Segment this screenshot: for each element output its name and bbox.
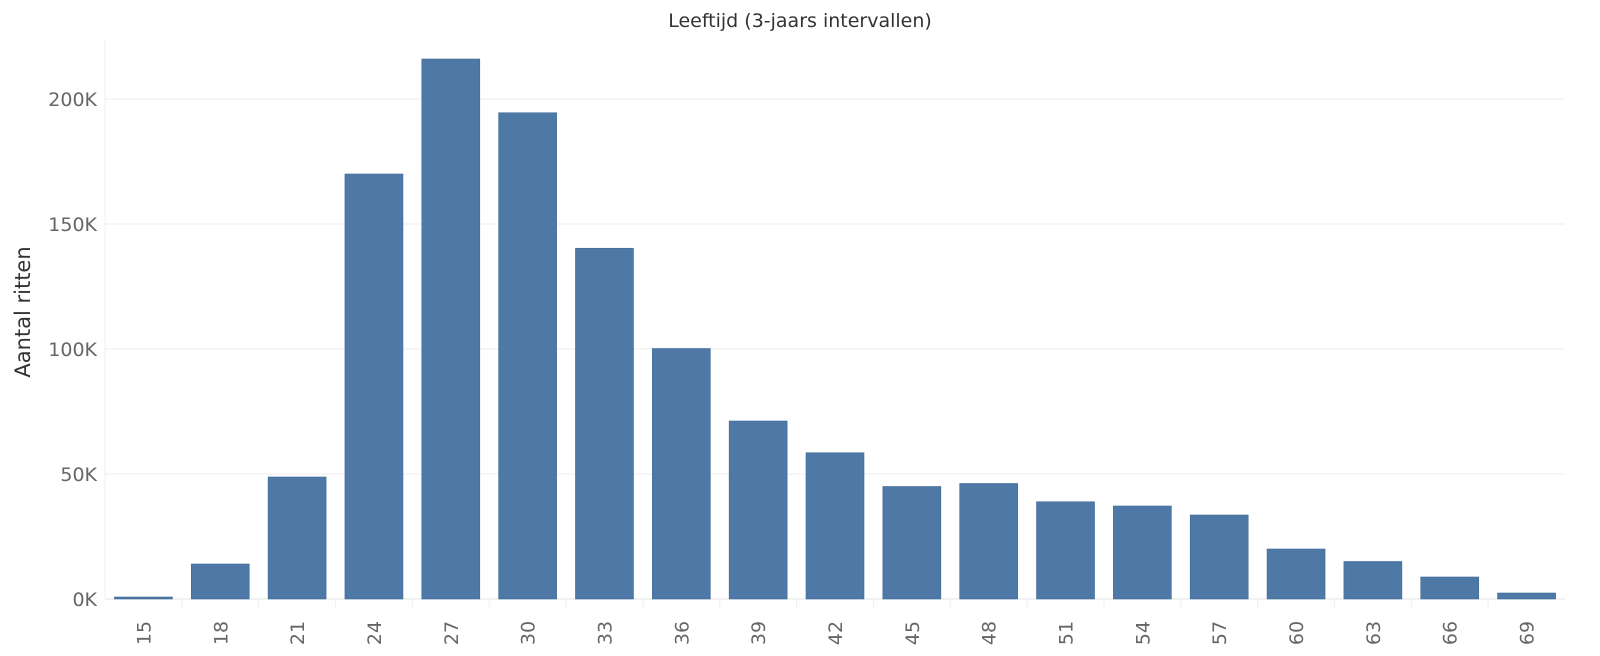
x-tick-label: 18 — [210, 621, 232, 645]
x-tick-label: 69 — [1517, 621, 1539, 645]
x-tick-label: 66 — [1440, 621, 1462, 645]
x-tick-label: 30 — [518, 621, 540, 645]
x-tick-label: 42 — [825, 621, 847, 645]
bar-27[interactable] — [421, 58, 481, 600]
bar-21[interactable] — [267, 476, 327, 600]
x-tick-label: 45 — [902, 621, 924, 645]
bar-24[interactable] — [344, 173, 404, 600]
x-tick-label: 60 — [1286, 621, 1308, 645]
bar-63[interactable] — [1343, 561, 1403, 600]
bar-30[interactable] — [498, 112, 557, 600]
bar-15[interactable] — [114, 596, 173, 600]
bar-54[interactable] — [1113, 505, 1172, 600]
bar-69[interactable] — [1497, 592, 1556, 600]
x-tick-label: 36 — [671, 621, 693, 645]
x-tick-label: 39 — [748, 621, 770, 645]
bar-45[interactable] — [882, 486, 942, 600]
x-tick-label: 33 — [594, 621, 616, 645]
x-tick-label: 21 — [287, 621, 309, 645]
bar-60[interactable] — [1266, 548, 1326, 600]
y-tick-label: 200K — [48, 89, 97, 111]
x-tick-label: 51 — [1056, 621, 1078, 645]
y-axis-label: Aantal ritten — [11, 246, 35, 377]
bar-36[interactable] — [652, 348, 711, 600]
x-tick-label: 24 — [364, 621, 386, 645]
x-tick-label: 57 — [1209, 621, 1231, 645]
y-tick-label: 150K — [48, 214, 97, 236]
x-tick-label: 54 — [1132, 621, 1154, 645]
x-tick-label: 15 — [133, 621, 155, 645]
bar-66[interactable] — [1420, 576, 1480, 600]
x-tick-label: 48 — [979, 621, 1001, 645]
bar-33[interactable] — [575, 247, 634, 600]
bar-57[interactable] — [1189, 514, 1249, 600]
y-tick-label: 0K — [72, 589, 97, 611]
y-tick-label: 50K — [60, 464, 97, 486]
bar-18[interactable] — [190, 563, 250, 600]
bar-39[interactable] — [728, 420, 788, 600]
bar-48[interactable] — [959, 483, 1018, 600]
x-tick-label: 27 — [441, 621, 463, 645]
x-tick-label: 63 — [1363, 621, 1385, 645]
bar-42[interactable] — [805, 452, 865, 600]
bar-51[interactable] — [1036, 501, 1095, 600]
chart-title: Leeftijd (3-jaars intervallen) — [668, 10, 932, 32]
y-tick-label: 100K — [48, 339, 97, 361]
